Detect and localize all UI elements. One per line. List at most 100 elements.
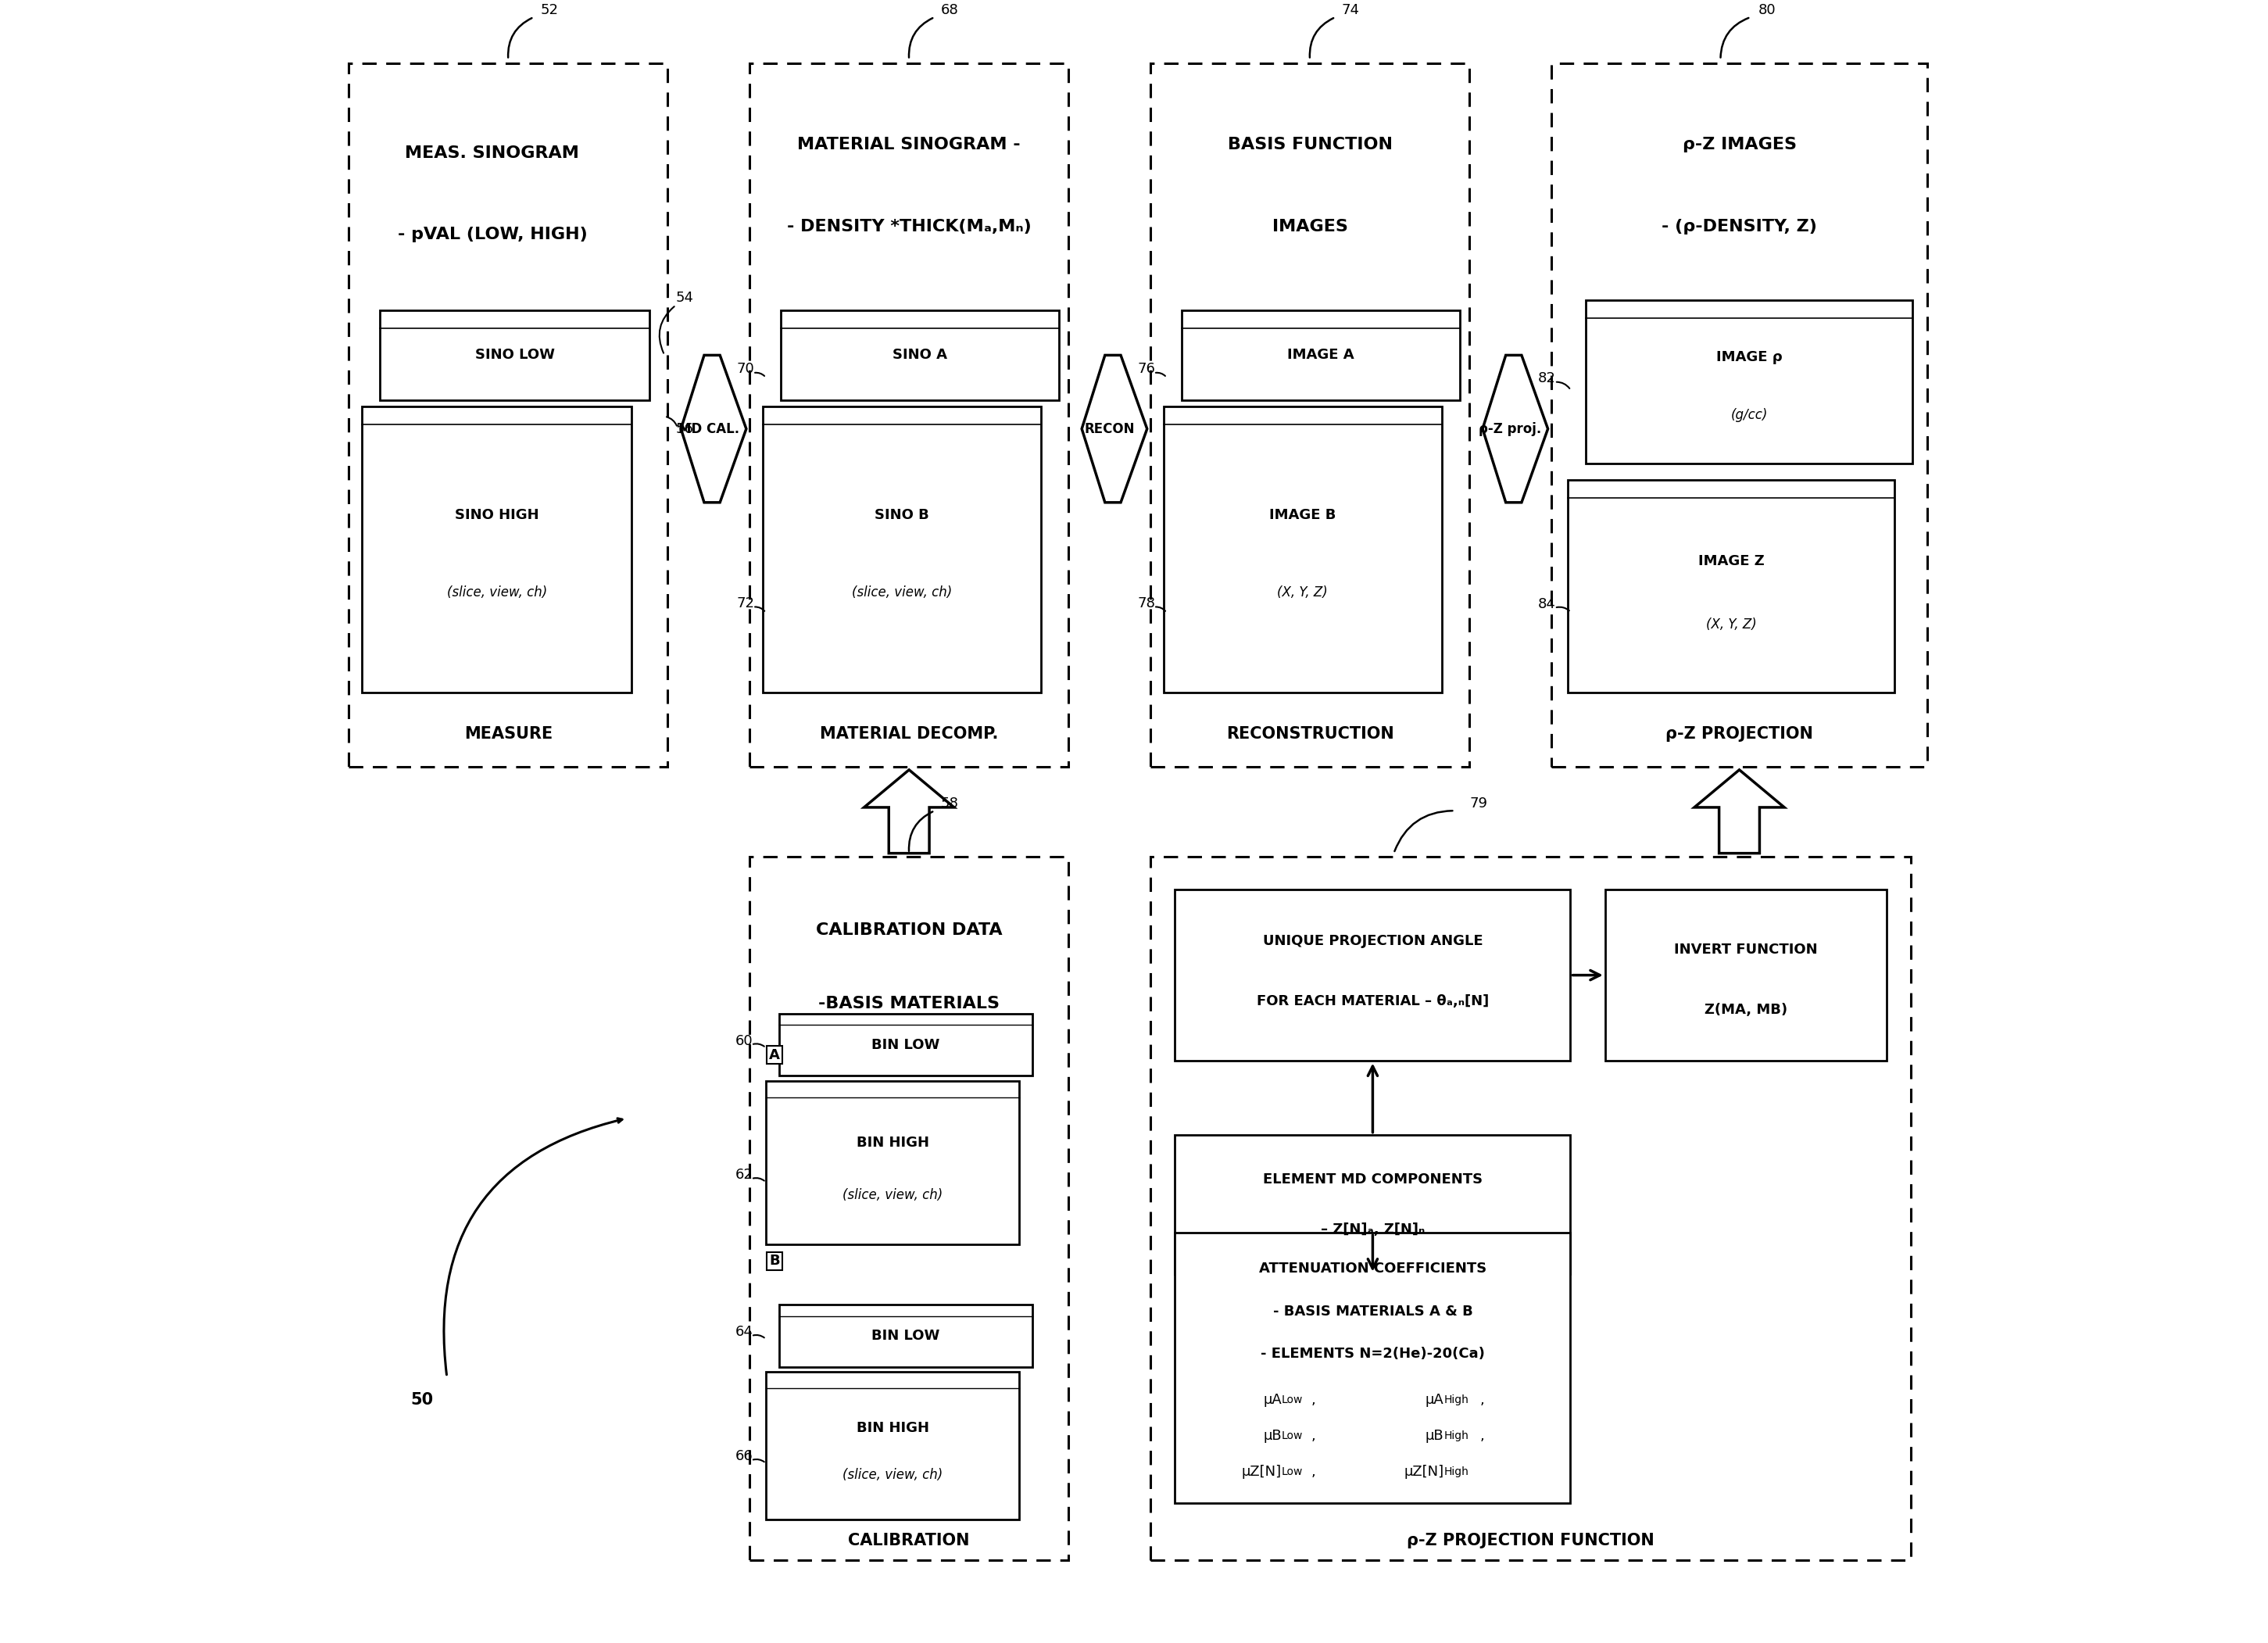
Text: High: High: [1445, 1466, 1470, 1477]
Text: IMAGE Z: IMAGE Z: [1699, 554, 1765, 568]
Text: MEAS. SINOGRAM: MEAS. SINOGRAM: [406, 145, 578, 161]
Text: UNIQUE PROJECTION ANGLE: UNIQUE PROJECTION ANGLE: [1263, 933, 1483, 948]
Text: 60: 60: [735, 1033, 753, 1048]
Text: (g/cc): (g/cc): [1730, 407, 1767, 422]
Bar: [1150, 62, 1470, 767]
Text: SINO LOW: SINO LOW: [474, 348, 556, 361]
Text: BIN LOW: BIN LOW: [871, 1038, 939, 1052]
Text: BASIS FUNCTION: BASIS FUNCTION: [1227, 136, 1393, 153]
Text: 68: 68: [941, 3, 959, 16]
Bar: [1150, 856, 1912, 1561]
Text: CALIBRATION DATA: CALIBRATION DATA: [816, 922, 1002, 938]
Bar: [1175, 1232, 1569, 1503]
Text: - BASIS MATERIALS A & B: - BASIS MATERIALS A & B: [1272, 1305, 1472, 1318]
Polygon shape: [864, 771, 955, 853]
Text: SINO A: SINO A: [891, 348, 948, 361]
Bar: [1551, 62, 1928, 767]
Text: FOR EACH MATERIAL – θₐ,ₙ[N]: FOR EACH MATERIAL – θₐ,ₙ[N]: [1256, 994, 1488, 1007]
Bar: [767, 1372, 1021, 1520]
Text: 78: 78: [1136, 596, 1154, 610]
Text: μB: μB: [1263, 1429, 1281, 1443]
Text: ATTENUATION COEFFICIENTS: ATTENUATION COEFFICIENTS: [1259, 1262, 1486, 1277]
Text: (X, Y, Z): (X, Y, Z): [1277, 585, 1327, 600]
Bar: [1175, 1135, 1569, 1273]
Text: ρ-Z IMAGES: ρ-Z IMAGES: [1683, 136, 1796, 153]
Text: ,: ,: [1311, 1464, 1315, 1479]
Text: IMAGE ρ: IMAGE ρ: [1717, 350, 1783, 365]
Text: - pVAL (LOW, HIGH): - pVAL (LOW, HIGH): [397, 227, 587, 243]
Text: 50: 50: [411, 1392, 433, 1408]
Text: 79: 79: [1470, 797, 1488, 810]
Text: MATERIAL DECOMP.: MATERIAL DECOMP.: [819, 726, 998, 741]
Text: INVERT FUNCTION: INVERT FUNCTION: [1674, 943, 1817, 956]
Text: MD CAL.: MD CAL.: [678, 422, 739, 435]
Text: 56: 56: [676, 422, 694, 435]
Text: - ELEMENTS N=2(He)-20(Ca): - ELEMENTS N=2(He)-20(Ca): [1261, 1347, 1486, 1360]
Text: IMAGE B: IMAGE B: [1270, 508, 1336, 522]
Text: B: B: [769, 1254, 780, 1268]
Text: μB: μB: [1424, 1429, 1445, 1443]
Text: (slice, view, ch): (slice, view, ch): [844, 1467, 943, 1482]
Text: Low: Low: [1281, 1431, 1304, 1441]
Text: μZ[N]: μZ[N]: [1404, 1464, 1445, 1479]
Text: MATERIAL SINOGRAM -: MATERIAL SINOGRAM -: [798, 136, 1021, 153]
Text: (slice, view, ch): (slice, view, ch): [447, 585, 547, 600]
Bar: [1606, 889, 1887, 1061]
Text: 72: 72: [737, 596, 755, 610]
Text: RECON: RECON: [1084, 422, 1134, 435]
Text: MEASURE: MEASURE: [465, 726, 553, 741]
Bar: [379, 311, 649, 399]
Bar: [767, 1081, 1021, 1244]
Text: 70: 70: [737, 361, 755, 376]
Text: – Z[N]ₐ, Z[N]ₙ: – Z[N]ₐ, Z[N]ₙ: [1320, 1222, 1424, 1236]
Text: ρ-Z PROJECTION FUNCTION: ρ-Z PROJECTION FUNCTION: [1406, 1533, 1653, 1548]
Text: 74: 74: [1343, 3, 1361, 16]
Text: μZ[N]: μZ[N]: [1243, 1464, 1281, 1479]
Text: SINO HIGH: SINO HIGH: [454, 508, 540, 522]
Bar: [778, 1305, 1032, 1367]
Text: 58: 58: [941, 797, 959, 810]
Text: ,: ,: [1311, 1429, 1315, 1443]
Polygon shape: [1082, 355, 1148, 503]
Text: (slice, view, ch): (slice, view, ch): [851, 585, 953, 600]
Bar: [1182, 311, 1461, 399]
Bar: [780, 311, 1059, 399]
Bar: [1585, 301, 1912, 463]
Text: 64: 64: [735, 1324, 753, 1339]
Text: RECONSTRUCTION: RECONSTRUCTION: [1227, 726, 1395, 741]
Text: Low: Low: [1281, 1395, 1304, 1405]
Bar: [748, 856, 1068, 1561]
Text: High: High: [1445, 1431, 1470, 1441]
Text: ,: ,: [1311, 1393, 1315, 1406]
Bar: [1567, 480, 1894, 693]
Text: ELEMENT MD COMPONENTS: ELEMENT MD COMPONENTS: [1263, 1171, 1483, 1186]
Text: ,: ,: [1481, 1393, 1483, 1406]
Text: CALIBRATION: CALIBRATION: [848, 1533, 971, 1548]
Bar: [748, 62, 1068, 767]
Text: (slice, view, ch): (slice, view, ch): [844, 1188, 943, 1203]
Polygon shape: [1483, 355, 1547, 503]
Text: 66: 66: [735, 1449, 753, 1464]
Text: IMAGE A: IMAGE A: [1286, 348, 1354, 361]
Text: (X, Y, Z): (X, Y, Z): [1706, 618, 1755, 633]
Text: 82: 82: [1538, 371, 1556, 384]
Text: BIN HIGH: BIN HIGH: [857, 1421, 930, 1434]
Text: Z(MA, MB): Z(MA, MB): [1703, 1002, 1787, 1017]
Text: 76: 76: [1136, 361, 1154, 376]
Text: High: High: [1445, 1395, 1470, 1405]
Polygon shape: [680, 355, 746, 503]
Bar: [1163, 406, 1442, 693]
Text: Low: Low: [1281, 1466, 1304, 1477]
Text: IMAGES: IMAGES: [1272, 219, 1347, 235]
Text: ρ-Z PROJECTION: ρ-Z PROJECTION: [1665, 726, 1812, 741]
Bar: [778, 1014, 1032, 1076]
Text: 62: 62: [735, 1168, 753, 1181]
Text: BIN LOW: BIN LOW: [871, 1329, 939, 1342]
Text: SINO B: SINO B: [875, 508, 930, 522]
Bar: [762, 406, 1041, 693]
Text: 52: 52: [540, 3, 558, 16]
Text: 80: 80: [1758, 3, 1776, 16]
Text: - DENSITY *THICK(Mₐ,Mₙ): - DENSITY *THICK(Mₐ,Mₙ): [787, 219, 1032, 235]
Text: - (ρ-DENSITY, Z): - (ρ-DENSITY, Z): [1662, 219, 1817, 235]
Text: μA: μA: [1424, 1393, 1445, 1406]
